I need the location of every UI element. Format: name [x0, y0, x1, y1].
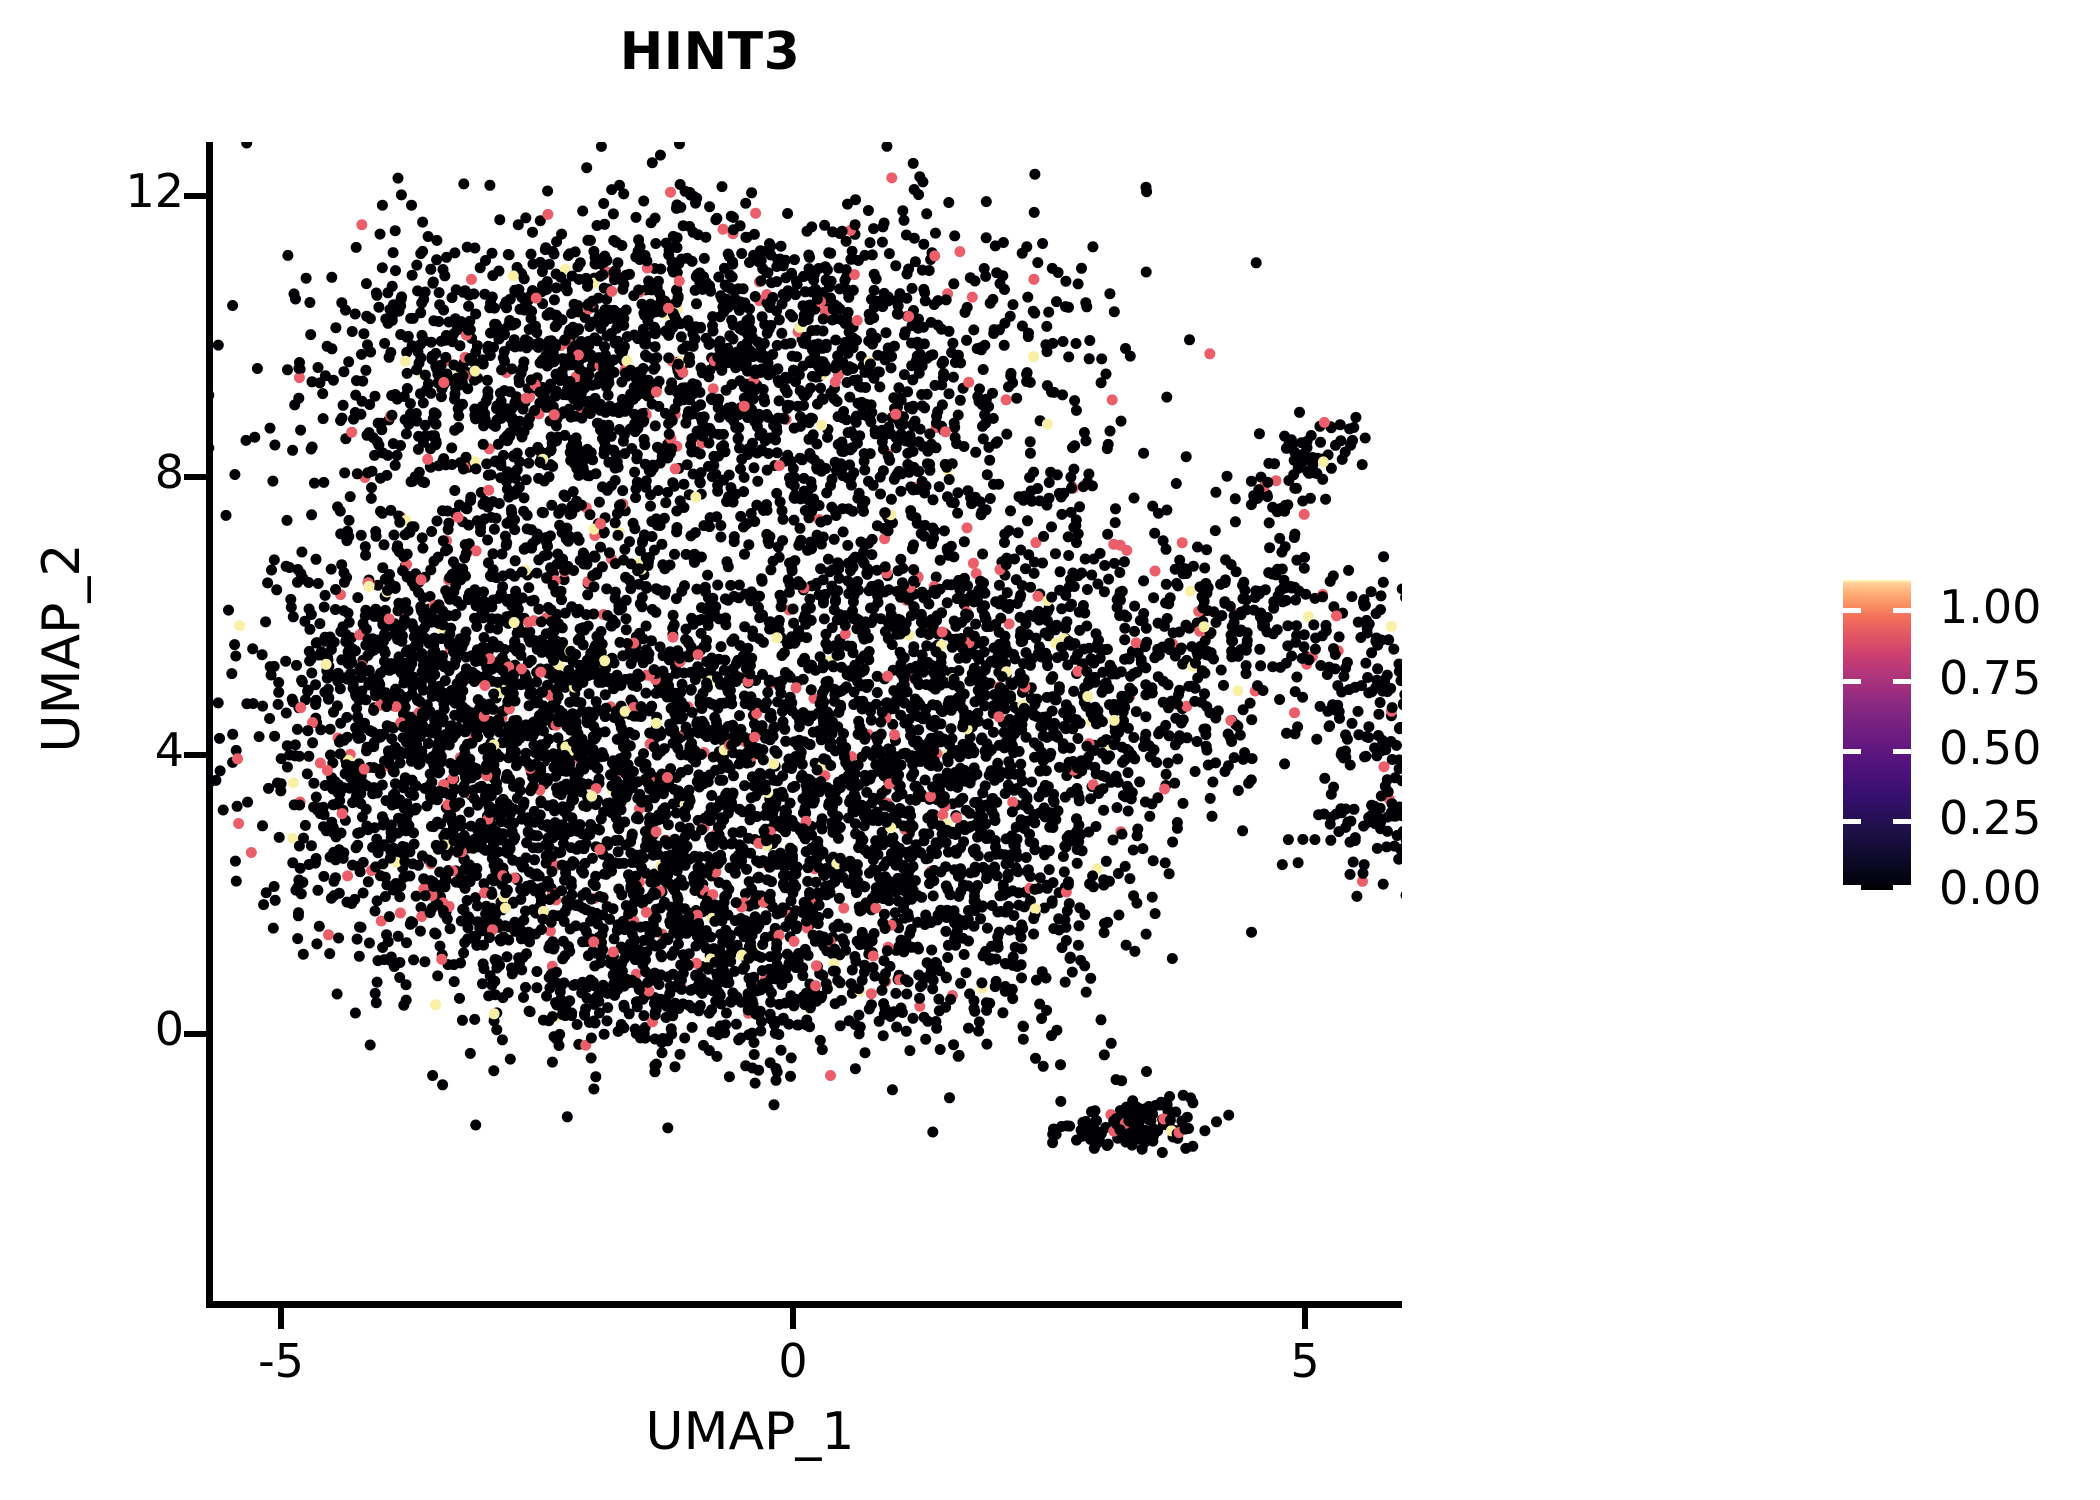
y-tick-mark-12 [184, 193, 208, 199]
y-axis-label: UMAP_2 [32, 543, 92, 753]
x-tick-mark-0 [790, 1305, 796, 1329]
page-title: HINT3 [619, 22, 801, 82]
colorbar-label-100: 1.00 [1939, 580, 2042, 634]
y-tick-label-0: 0 [154, 1002, 184, 1056]
colorbar-tick-000-right [1893, 885, 1911, 890]
x-axis-label: UMAP_1 [645, 1402, 855, 1462]
scatter-plot-area [212, 142, 1402, 1304]
y-tick-mark-4 [184, 752, 208, 758]
colorbar-tick-050-right [1893, 749, 1911, 754]
x-tick-label-0: 0 [778, 1334, 808, 1388]
colorbar-tick-075-right [1893, 679, 1911, 684]
colorbar-tick-025-right [1893, 819, 1911, 824]
y-tick-mark-0 [184, 1031, 208, 1037]
y-axis-spine [206, 142, 213, 1308]
colorbar-label-025: 0.25 [1939, 791, 2042, 845]
colorbar-tick-075-left [1843, 679, 1861, 684]
x-axis-spine [206, 1301, 1402, 1308]
x-tick-label-minus5: -5 [258, 1334, 304, 1388]
colorbar-label-000: 0.00 [1939, 861, 2042, 915]
colorbar-tick-000-left [1843, 885, 1861, 890]
colorbar-tick-025-left [1843, 819, 1861, 824]
x-tick-label-5: 5 [1290, 1334, 1320, 1388]
y-tick-label-12: 12 [125, 164, 184, 218]
x-tick-mark-5 [1302, 1305, 1308, 1329]
colorbar: 1.00 0.75 0.50 0.25 0.00 [1843, 580, 2083, 911]
colorbar-tick-100-left [1843, 608, 1861, 613]
colorbar-label-050: 0.50 [1939, 721, 2042, 775]
y-tick-mark-8 [184, 474, 208, 480]
y-tick-label-8: 8 [154, 445, 184, 499]
colorbar-tick-100-right [1893, 608, 1911, 613]
colorbar-gradient [1843, 580, 1911, 890]
scatter-points-svg [212, 142, 1402, 1158]
x-tick-mark-minus5 [278, 1305, 284, 1329]
colorbar-label-075: 0.75 [1939, 651, 2042, 705]
y-tick-label-4: 4 [154, 723, 184, 777]
colorbar-tick-050-left [1843, 749, 1861, 754]
